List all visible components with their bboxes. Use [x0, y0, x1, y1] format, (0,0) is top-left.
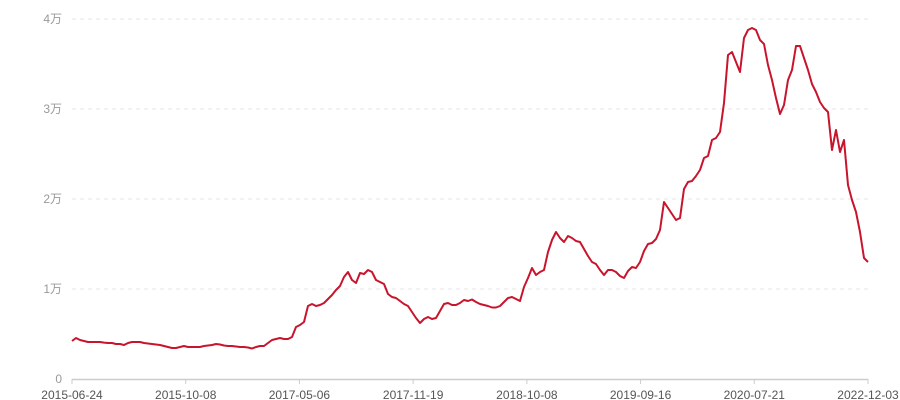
series-line [71, 27, 869, 350]
x-tick-label: 2020-07-21 [724, 388, 786, 400]
x-tick-label: 2022-12-03 [837, 388, 899, 400]
y-tick-label: 2万 [43, 192, 62, 206]
x-tick-label: 2015-10-08 [155, 388, 217, 400]
grid-lines [72, 18, 868, 290]
x-tick-label: 2015-06-24 [41, 388, 103, 400]
y-tick-label: 0 [55, 372, 62, 386]
y-tick-label: 4万 [43, 12, 62, 26]
x-tick-label: 2019-09-16 [610, 388, 672, 400]
x-tick-label: 2017-05-06 [269, 388, 331, 400]
y-axis: 0 1万 2万 3万 4万 [43, 12, 62, 386]
x-tick-label: 2018-10-08 [496, 388, 558, 400]
y-tick-label: 3万 [43, 102, 62, 116]
x-tick-label: 2017-11-19 [383, 388, 444, 400]
x-axis: 2015-06-24 2015-10-08 2017-05-06 2017-11-19… [41, 378, 899, 400]
y-tick-label: 1万 [43, 282, 62, 296]
